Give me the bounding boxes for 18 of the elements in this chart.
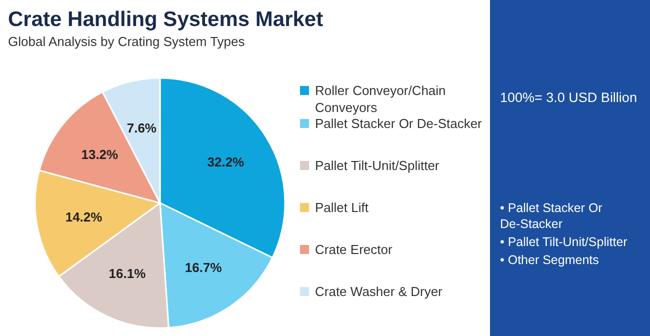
legend-label: Roller Conveyor/Chain Conveyors — [315, 83, 446, 115]
text: • Pallet Stacker Or De-Stacker — [500, 201, 602, 231]
legend-label: Crate Erector — [315, 242, 393, 257]
data-label: 14.2% — [65, 210, 103, 225]
data-label: 7.6% — [126, 120, 157, 136]
text: 100%= 3.0 USD Billion — [500, 90, 637, 105]
legend-label: Pallet Tilt-Unit/Splitter — [315, 158, 440, 173]
text: • Pallet Tilt-Unit/Splitter — [500, 235, 628, 249]
chart-subtitle: Global Analysis by Crating System Types — [8, 34, 246, 49]
data-label: 32.2% — [207, 154, 245, 170]
legend-label: Pallet Lift — [315, 200, 369, 215]
legend-label: Crate Washer & Dryer — [315, 284, 444, 299]
chart-title: Crate Handling Systems Market — [8, 8, 324, 31]
data-label: 13.2% — [81, 146, 119, 162]
data-label: 16.1% — [108, 266, 146, 281]
data-label: 16.7% — [184, 260, 222, 275]
text: • Other Segments — [500, 253, 599, 267]
legend-label: Pallet Stacker Or De-Stacker — [315, 116, 483, 131]
